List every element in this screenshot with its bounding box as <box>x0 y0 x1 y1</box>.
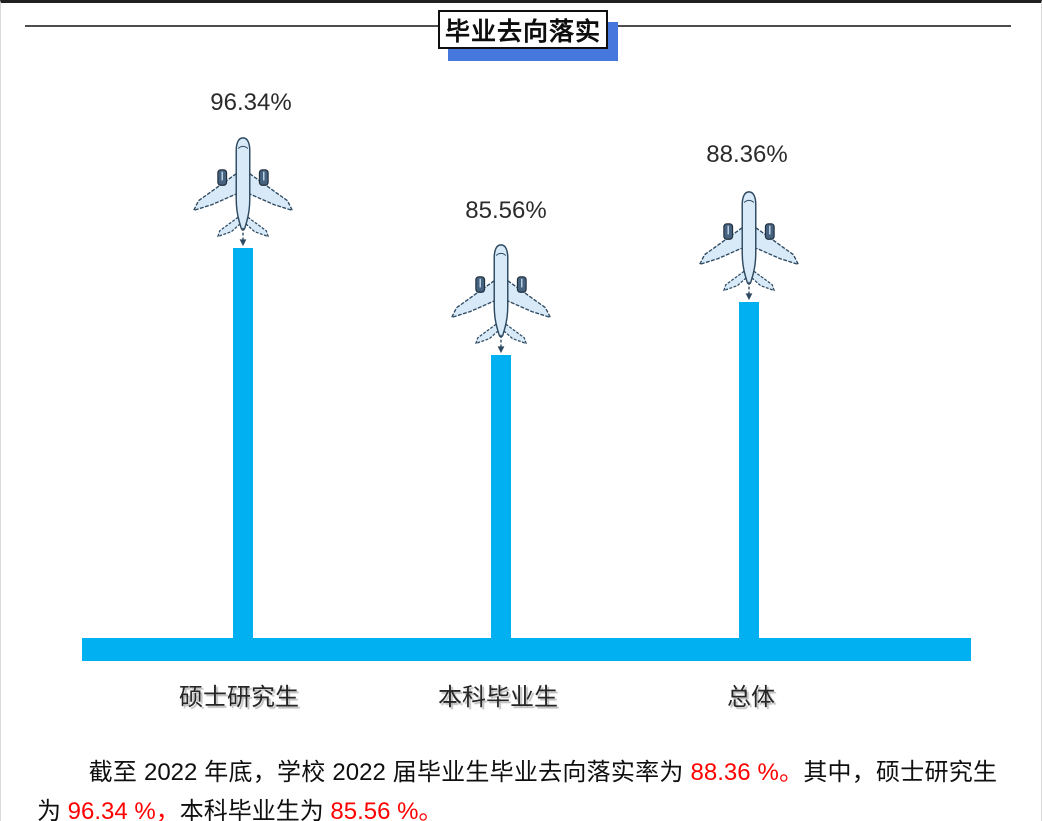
summary-paragraph: 截至 2022 年底，学校 2022 届毕业生毕业去向落实率为 88.36 %。… <box>37 753 997 821</box>
chart-title: 毕业去向落实 <box>444 17 601 46</box>
data-label-overall: 88.36% <box>706 141 788 168</box>
category-label-masters: 硕士研究生 <box>179 684 299 711</box>
baseline-runway-bar <box>82 638 971 661</box>
caption-value-undergrad: 85.56 %。 <box>330 798 443 821</box>
category-label-overall: 总体 <box>727 684 775 711</box>
data-label-masters: 96.34% <box>210 89 292 116</box>
caption-value-overall: 88.36 %。 <box>690 759 804 786</box>
category-label-undergrad: 本科毕业生 <box>438 684 558 711</box>
caption-value-masters: 96.34 %， <box>67 798 180 821</box>
bar-masters <box>233 248 253 638</box>
bar-undergrad <box>491 355 511 638</box>
airplane-icon <box>185 135 301 251</box>
data-label-undergrad: 85.56% <box>465 197 547 224</box>
caption-text: 本科毕业生为 <box>179 798 331 821</box>
caption-text: 截至 2022 年底，学校 2022 届毕业生毕业去向落实率为 <box>88 759 691 786</box>
airplane-icon <box>691 189 807 305</box>
chart-title-box: 毕业去向落实 <box>438 10 608 49</box>
caption-text: 其中，硕士研究生为 <box>37 759 998 821</box>
bar-overall <box>739 302 759 638</box>
airplane-icon <box>443 242 559 358</box>
